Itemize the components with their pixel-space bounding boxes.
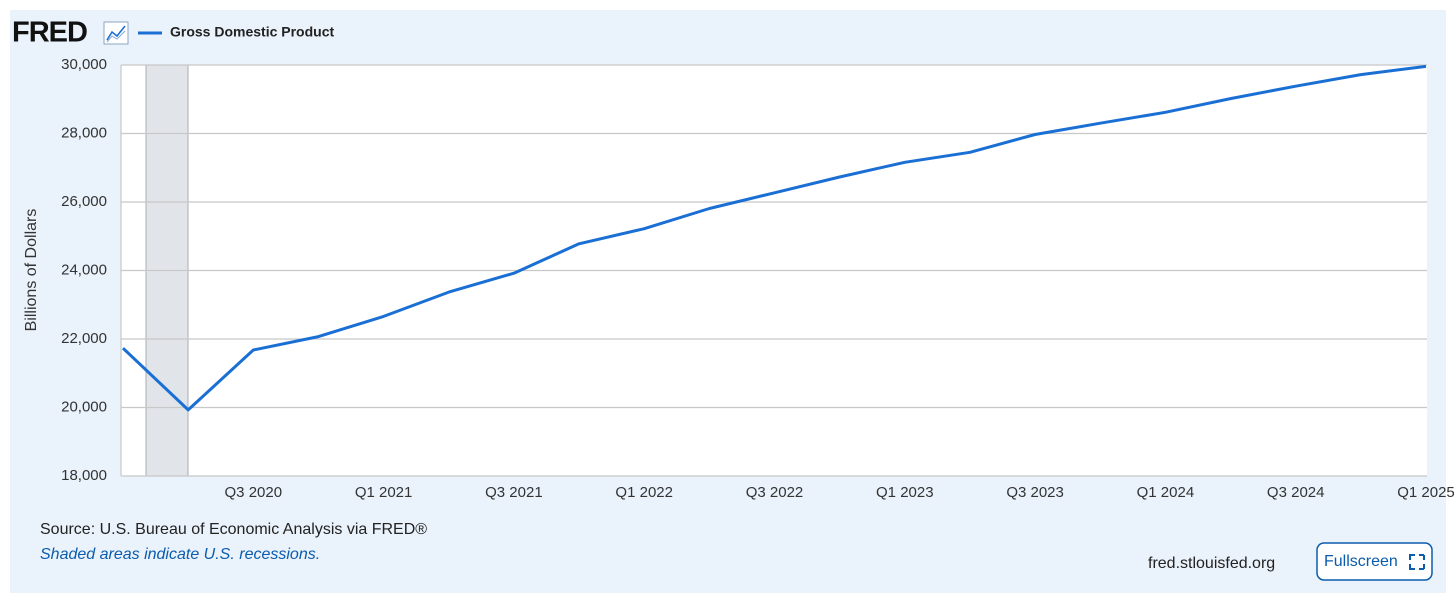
y-tick-label: 26,000 <box>61 193 107 210</box>
y-tick-label: 22,000 <box>61 330 107 347</box>
y-tick-label: 20,000 <box>61 398 107 415</box>
site-url[interactable]: fred.stlouisfed.org <box>1148 555 1275 572</box>
legend-label: Gross Domestic Product <box>170 24 334 40</box>
x-tick-label: Q3 2020 <box>225 484 283 501</box>
x-tick-label: Q1 2022 <box>615 484 673 501</box>
y-tick-label: 24,000 <box>61 261 107 278</box>
y-tick-label: 18,000 <box>61 467 107 484</box>
x-tick-label: Q3 2023 <box>1006 484 1064 501</box>
series-line <box>121 64 1427 412</box>
logo-icon <box>103 21 129 45</box>
fullscreen-button[interactable]: Fullscreen <box>1316 542 1433 581</box>
y-tick-label: 28,000 <box>61 124 107 141</box>
x-tick-label: Q3 2022 <box>746 484 804 501</box>
source: Source: U.S. Bureau of Economic Analysis… <box>40 521 427 538</box>
x-tick-label: Q1 2023 <box>876 484 934 501</box>
x-tick-label: Q1 2025 <box>1397 484 1455 501</box>
x-tick-label: Q3 2024 <box>1267 484 1325 501</box>
y-axis-title: Billions of Dollars <box>23 209 40 332</box>
x-tick-label: Q1 2024 <box>1137 484 1195 501</box>
y-tick-label: 30,000 <box>61 56 107 73</box>
recession-note: Shaded areas indicate U.S. recessions. <box>40 546 320 563</box>
logo: FRED <box>12 17 87 49</box>
x-tick-label: Q1 2021 <box>355 484 413 501</box>
x-tick-label: Q3 2021 <box>485 484 543 501</box>
fullscreen-label[interactable]: Fullscreen <box>1324 553 1398 570</box>
